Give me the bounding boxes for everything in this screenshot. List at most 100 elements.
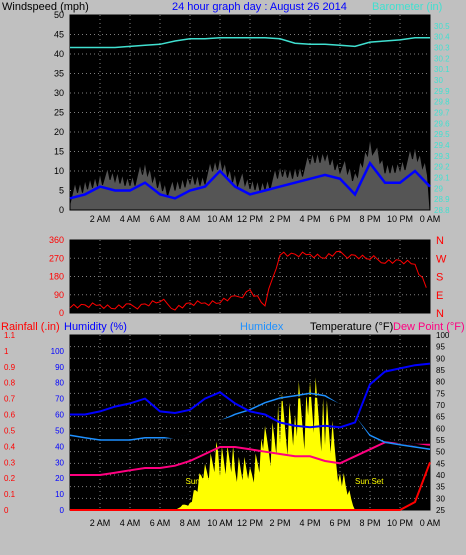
- baro-y-tick: 30.3: [434, 44, 450, 53]
- humidity-y-tick: 0: [60, 506, 65, 515]
- temp-y-tick: 75: [436, 389, 445, 398]
- baro-y-tick: 29.7: [434, 109, 450, 118]
- x-tick-label: 8 PM: [359, 518, 380, 528]
- compass-label: N: [436, 308, 444, 320]
- x-tick-label: 4 PM: [299, 214, 320, 224]
- x-tick-label: 4 PM: [299, 518, 320, 528]
- winddir-y-tick: 90: [54, 290, 64, 300]
- wind-y-tick: 10: [54, 166, 64, 176]
- compass-label: W: [436, 253, 447, 265]
- baro-y-tick: 29.2: [434, 163, 450, 172]
- temp-y-tick: 90: [436, 354, 445, 363]
- rain-y-tick: 0.6: [4, 411, 16, 420]
- humidity-y-tick: 80: [55, 379, 64, 388]
- dewpoint-label: Dew Point (°F): [393, 321, 465, 333]
- baro-y-tick: 29.3: [434, 152, 450, 161]
- humidity-line: [70, 362, 431, 429]
- humidity-y-tick: 70: [55, 395, 64, 404]
- humidity-y-tick: 20: [55, 474, 64, 483]
- baro-y-tick: 29.9: [434, 87, 450, 96]
- temp-y-tick: 65: [436, 413, 445, 422]
- wind-y-tick: 30: [54, 88, 64, 98]
- rain-y-tick: 0.3: [4, 458, 16, 467]
- rain-y-tick: 0.2: [4, 474, 16, 483]
- wind-direction-line: [69, 250, 427, 311]
- temp-y-tick: 100: [436, 331, 450, 340]
- wind-y-tick: 25: [54, 108, 64, 118]
- temp-y-tick: 95: [436, 343, 445, 352]
- humidex-label: Humidex: [240, 321, 284, 333]
- temp-humidity-panel: 0 0.1 0.2 0.3 0.4 0.5 0.6 0.7 0.8 0.9 1 1.1 0 10 20 30 4…: [4, 331, 450, 528]
- x-tick-label: 2 AM: [90, 214, 111, 224]
- winddir-y-tick: 360: [49, 235, 64, 245]
- rain-y-tick: 0.1: [4, 490, 16, 499]
- x-tick-label: 4 AM: [120, 518, 141, 528]
- humidity-y-tick: 60: [55, 411, 64, 420]
- temp-y-tick: 45: [436, 459, 445, 468]
- temp-y-tick: 80: [436, 378, 445, 387]
- temp-y-tick: 60: [436, 424, 445, 433]
- temperature-label: Temperature (°F): [310, 321, 393, 333]
- temp-y-tick: 50: [436, 448, 445, 457]
- humidity-y-tick: 100: [51, 347, 65, 356]
- x-tick-label: 8 AM: [180, 214, 201, 224]
- rain-y-tick: 0.7: [4, 395, 16, 404]
- x-tick-label: 6 AM: [150, 518, 171, 528]
- solar-area: [70, 377, 430, 510]
- graph-title: 24 hour graph day : August 26 2014: [172, 1, 347, 13]
- x-tick-label: 10 AM: [207, 518, 233, 528]
- x-tick-label: 2 PM: [269, 518, 290, 528]
- dew-point-line: [70, 441, 430, 476]
- x-tick-label: 2 PM: [269, 214, 290, 224]
- temp-y-tick: 40: [436, 471, 445, 480]
- humidity-y-tick: 10: [55, 490, 64, 499]
- x-tick-label: 6 AM: [150, 214, 171, 224]
- x-tick-label: 8 PM: [359, 214, 380, 224]
- baro-y-tick: 30.5: [434, 22, 450, 31]
- temp-y-tick: 55: [436, 436, 445, 445]
- humidex-line: [69, 392, 431, 451]
- rain-y-tick: 1: [4, 347, 9, 356]
- wind-y-tick: 45: [54, 30, 64, 40]
- x-tick-label: 10 PM: [387, 518, 413, 528]
- humidity-y-tick: 30: [55, 458, 64, 467]
- humidity-y-tick: 50: [55, 426, 64, 435]
- x-tick-label: 12 PM: [237, 214, 263, 224]
- windspeed-label: Windspeed (mph): [2, 1, 89, 13]
- baro-y-tick: 29.6: [434, 119, 450, 128]
- baro-y-tick: 30.2: [434, 54, 450, 63]
- x-tick-label: 0 AM: [420, 214, 441, 224]
- x-tick-label: 12 PM: [237, 518, 263, 528]
- humidity-label: Humidity (%): [64, 321, 127, 333]
- baro-y-tick: 29.8: [434, 98, 450, 107]
- x-tick-label: 2 AM: [90, 518, 111, 528]
- wind-y-tick: 40: [54, 49, 64, 59]
- baro-y-tick: 29.1: [434, 174, 450, 183]
- barometer-label: Barometer (in): [372, 1, 442, 13]
- baro-y-tick: 30.1: [434, 65, 450, 74]
- rain-y-tick: 0: [4, 506, 9, 515]
- wind-y-tick: 0: [59, 205, 64, 215]
- temp-y-tick: 35: [436, 483, 445, 492]
- x-tick-label: 10 PM: [387, 214, 413, 224]
- winddir-y-tick: 0: [59, 308, 64, 318]
- rainfall-label: Rainfall (.in): [1, 321, 60, 333]
- barometer-line: [70, 37, 430, 49]
- rain-y-tick: 0.8: [4, 379, 16, 388]
- baro-y-tick: 29.5: [434, 130, 450, 139]
- baro-y-tick: 30.4: [434, 33, 450, 42]
- compass-label: N: [436, 235, 444, 247]
- sunset-label: Sun Set: [355, 477, 384, 486]
- compass-label: E: [436, 290, 443, 302]
- compass-label: S: [436, 272, 443, 284]
- rain-y-tick: 1.1: [4, 331, 16, 340]
- winddir-y-tick: 180: [49, 272, 64, 282]
- temp-y-tick: 25: [436, 506, 445, 515]
- humidity-y-tick: 40: [55, 442, 64, 451]
- wind-y-tick: 15: [54, 147, 64, 157]
- baro-y-tick: 29.4: [434, 141, 450, 150]
- x-tick-label: 0 AM: [420, 518, 441, 528]
